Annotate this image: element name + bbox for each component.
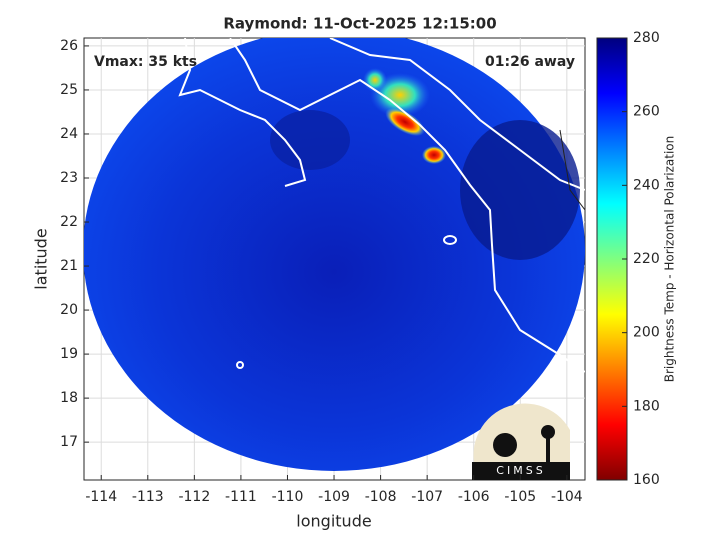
colorbar-label: Brightness Temp - Horizontal Polarizatio… [663,136,677,383]
convection [385,108,425,136]
x-axis-label: longitude [296,512,371,531]
convection [363,68,387,92]
x-tick-label: -109 [318,489,350,505]
island [443,235,457,245]
x-tick-label: -113 [132,489,164,505]
convection [422,146,446,164]
colorbar-tick-label: 280 [633,30,660,46]
chart-title: Raymond: 11-Oct-2025 12:15:00 [223,15,496,33]
colorbar-tick-label: 180 [633,398,660,414]
colorbar-tick-label: 260 [633,104,660,120]
colorbar-tick-label: 240 [633,177,660,193]
x-tick-label: -108 [365,489,397,505]
x-tick-label: -105 [504,489,536,505]
annotation: 01:26 away [485,54,575,70]
coastline [329,38,585,191]
y-tick-label: 19 [60,346,78,362]
x-tick-label: -110 [272,489,304,505]
image-layer [84,38,585,471]
y-tick-label: 21 [60,258,78,274]
coastline [178,38,307,187]
coastline [229,38,585,373]
colorbar-tick-label: 220 [633,251,660,267]
y-tick-label: 22 [60,214,78,230]
colorbar-tick-label: 160 [633,472,660,488]
y-tick-label: 24 [60,126,78,142]
island [236,361,244,369]
y-tick-label: 20 [60,302,78,318]
y-axis-label: latitude [32,228,51,289]
y-tick-label: 23 [60,170,78,186]
y-tick-label: 18 [60,390,78,406]
annotation: Vmax: 35 kts [94,54,197,70]
logo: CIMSS [472,403,570,480]
x-tick-label: -111 [225,489,257,505]
land-area [270,110,350,170]
x-tick-label: -114 [85,489,117,505]
y-tick-label: 25 [60,82,78,98]
y-tick-label: 17 [60,434,78,450]
x-tick-label: -104 [551,489,583,505]
x-tick-label: -106 [458,489,490,505]
x-tick-label: -107 [411,489,443,505]
border [559,129,585,211]
swath [84,38,585,471]
y-tick-label: 26 [60,38,78,54]
logo-text: CIMSS [496,464,545,477]
colorbar-tick-label: 200 [633,325,660,341]
x-tick-label: -112 [178,489,210,505]
